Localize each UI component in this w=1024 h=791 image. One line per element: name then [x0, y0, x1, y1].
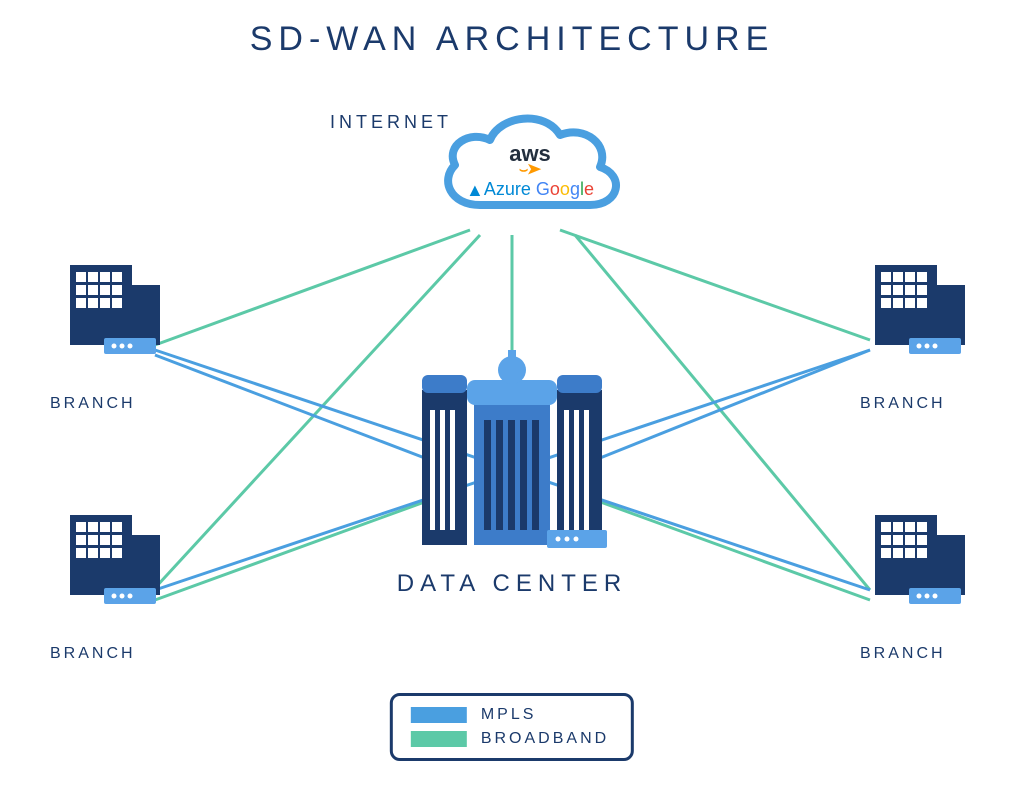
- internet-label: INTERNET: [330, 112, 452, 133]
- branch-label-tr: BRANCH: [860, 395, 946, 413]
- datacenter-label: DATA CENTER: [0, 570, 1024, 598]
- branch-top-left-icon: [70, 265, 160, 354]
- cloud-providers-row: ▲Azure Google: [430, 179, 630, 201]
- legend-label-mpls: MPLS: [481, 706, 537, 724]
- azure-logo: Azure: [484, 179, 531, 199]
- branch-label-br: BRANCH: [860, 645, 946, 663]
- legend-swatch-mpls: [411, 707, 467, 723]
- legend-swatch-broadband: [411, 731, 467, 747]
- internet-cloud: aws⌣➤ ▲Azure Google: [430, 105, 630, 235]
- google-logo: Google: [536, 179, 594, 199]
- branch-label-tl: BRANCH: [50, 395, 136, 413]
- legend-row-mpls: MPLS: [411, 706, 609, 724]
- legend-label-broadband: BROADBAND: [481, 730, 609, 748]
- branch-label-bl: BRANCH: [50, 645, 136, 663]
- legend: MPLS BROADBAND: [390, 693, 634, 761]
- aws-logo: aws⌣➤: [430, 141, 630, 178]
- branch-top-right-icon: [875, 265, 965, 354]
- legend-row-broadband: BROADBAND: [411, 730, 609, 748]
- datacenter-icon: [422, 350, 607, 548]
